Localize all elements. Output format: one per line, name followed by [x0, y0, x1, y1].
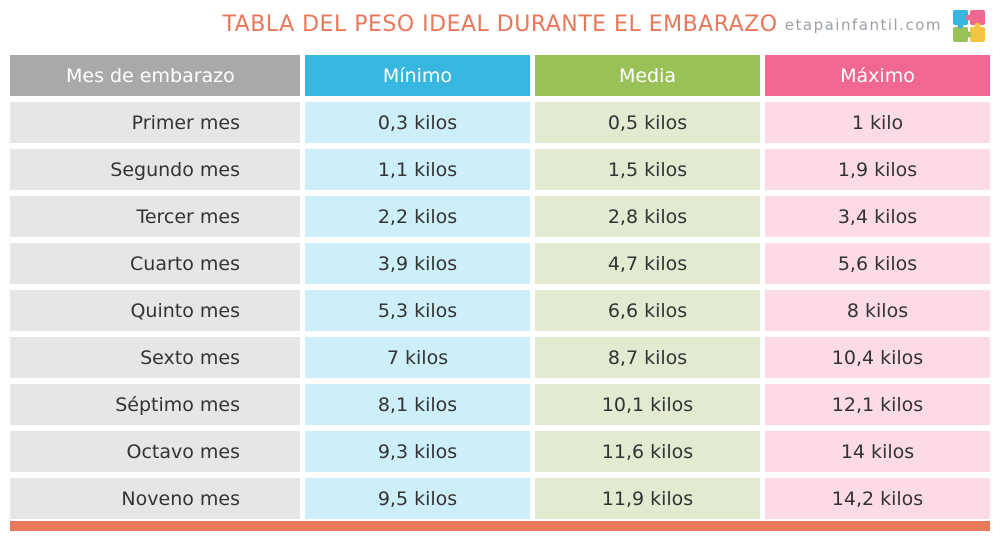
month-cell: Segundo mes — [10, 149, 300, 190]
min-cell: 3,9 kilos — [305, 243, 530, 284]
max-cell: 12,1 kilos — [765, 384, 990, 425]
min-cell: 0,3 kilos — [305, 102, 530, 143]
mid-cell: 11,6 kilos — [535, 431, 760, 472]
month-cell: Cuarto mes — [10, 243, 300, 284]
month-cell: Octavo mes — [10, 431, 300, 472]
mid-cell: 1,5 kilos — [535, 149, 760, 190]
month-cell: Tercer mes — [10, 196, 300, 237]
min-cell: 9,3 kilos — [305, 431, 530, 472]
max-cell: 8 kilos — [765, 290, 990, 331]
month-cell: Noveno mes — [10, 478, 300, 519]
mid-cell: 6,6 kilos — [535, 290, 760, 331]
month-cell: Primer mes — [10, 102, 300, 143]
puzzle-logo-icon — [951, 8, 987, 44]
max-cell: 14,2 kilos — [765, 478, 990, 519]
page-title: TABLA DEL PESO IDEAL DURANTE EL EMBARAZO — [222, 12, 778, 37]
weight-table: Mes de embarazo Mínimo Media Máximo Prim… — [10, 55, 990, 519]
max-cell: 10,4 kilos — [765, 337, 990, 378]
max-cell: 3,4 kilos — [765, 196, 990, 237]
mid-cell: 8,7 kilos — [535, 337, 760, 378]
mid-cell: 4,7 kilos — [535, 243, 760, 284]
month-cell: Séptimo mes — [10, 384, 300, 425]
max-cell: 1 kilo — [765, 102, 990, 143]
header-mid: Media — [535, 55, 760, 96]
max-cell: 1,9 kilos — [765, 149, 990, 190]
min-cell: 2,2 kilos — [305, 196, 530, 237]
header-max: Máximo — [765, 55, 990, 96]
min-cell: 8,1 kilos — [305, 384, 530, 425]
max-cell: 14 kilos — [765, 431, 990, 472]
min-cell: 1,1 kilos — [305, 149, 530, 190]
mid-cell: 10,1 kilos — [535, 384, 760, 425]
month-cell: Quinto mes — [10, 290, 300, 331]
header-min: Mínimo — [305, 55, 530, 96]
month-cell: Sexto mes — [10, 337, 300, 378]
min-cell: 9,5 kilos — [305, 478, 530, 519]
mid-cell: 11,9 kilos — [535, 478, 760, 519]
header-month: Mes de embarazo — [10, 55, 300, 96]
site-name: etapainfantil.com — [784, 16, 942, 34]
max-cell: 5,6 kilos — [765, 243, 990, 284]
mid-cell: 2,8 kilos — [535, 196, 760, 237]
min-cell: 5,3 kilos — [305, 290, 530, 331]
mid-cell: 0,5 kilos — [535, 102, 760, 143]
min-cell: 7 kilos — [305, 337, 530, 378]
bottom-accent-bar — [10, 521, 990, 531]
